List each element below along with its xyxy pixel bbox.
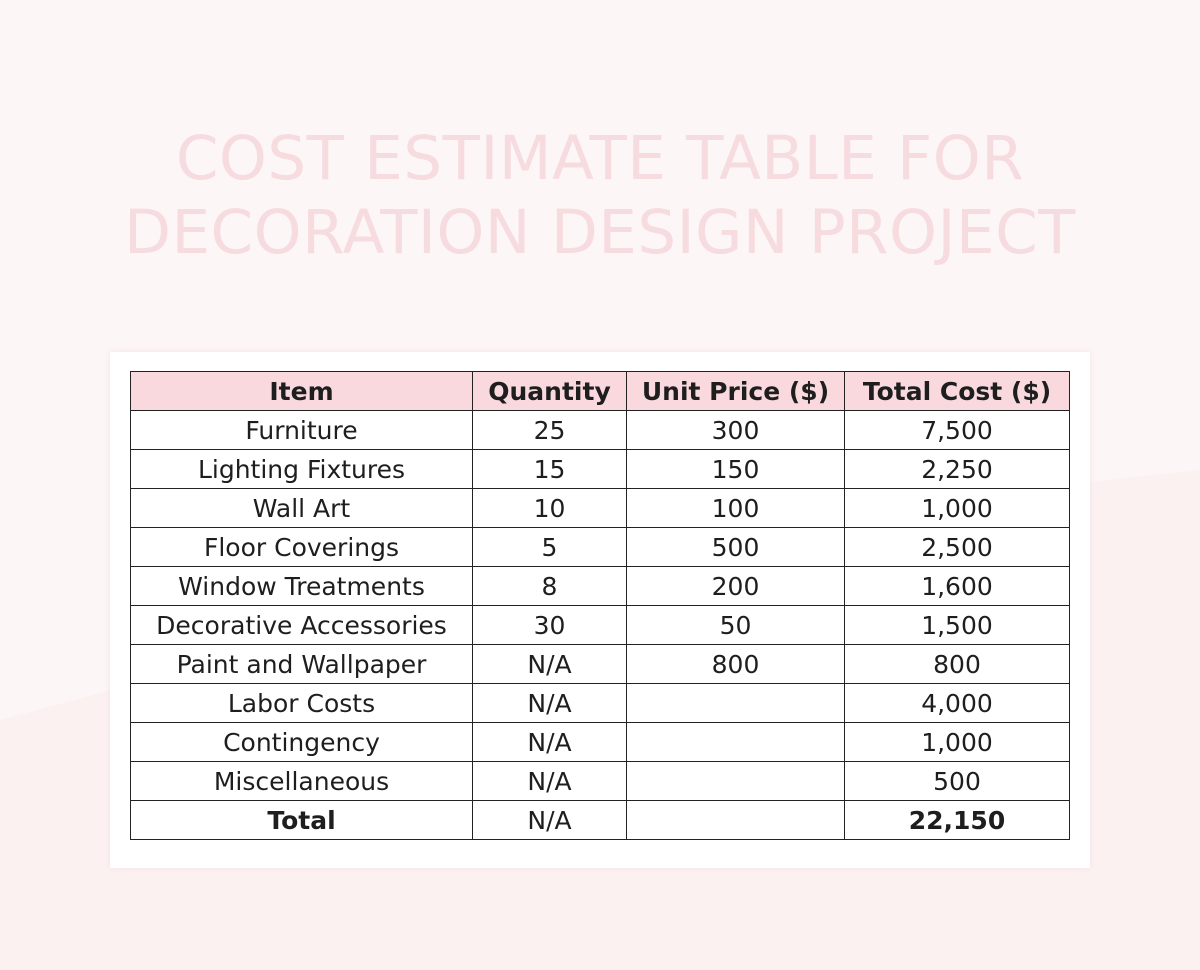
unit-price-cell: 150 xyxy=(626,449,845,489)
item-cell: Furniture xyxy=(130,410,473,450)
table-row: Lighting Fixtures 15 150 2,250 xyxy=(130,449,1070,489)
total-quantity: N/A xyxy=(472,800,627,840)
item-cell: Decorative Accessories xyxy=(130,605,473,645)
table-row: Decorative Accessories 30 50 1,500 xyxy=(130,605,1070,645)
total-cost-cell: 2,250 xyxy=(844,449,1070,489)
quantity-cell: 10 xyxy=(472,488,627,528)
total-cost-cell: 1,000 xyxy=(844,722,1070,762)
quantity-cell: 25 xyxy=(472,410,627,450)
unit-price-cell: 200 xyxy=(626,566,845,606)
unit-price-cell: 100 xyxy=(626,488,845,528)
table-row: Labor Costs N/A 4,000 xyxy=(130,683,1070,723)
quantity-cell: N/A xyxy=(472,761,627,801)
unit-price-cell: 50 xyxy=(626,605,845,645)
title-line-2: DECORATION DESIGN PROJECT xyxy=(124,197,1076,268)
quantity-cell: 8 xyxy=(472,566,627,606)
cost-estimate-table: Item Quantity Unit Price ($) Total Cost … xyxy=(130,371,1070,840)
title-line-1: COST ESTIMATE TABLE FOR xyxy=(175,123,1025,194)
header-total-cost: Total Cost ($) xyxy=(844,371,1070,411)
total-cost-cell: 1,000 xyxy=(844,488,1070,528)
unit-price-cell xyxy=(626,761,845,801)
quantity-cell: 15 xyxy=(472,449,627,489)
unit-price-cell: 500 xyxy=(626,527,845,567)
table-row: Paint and Wallpaper N/A 800 800 xyxy=(130,644,1070,684)
item-cell: Labor Costs xyxy=(130,683,473,723)
total-unit-price xyxy=(626,800,845,840)
header-row: Item Quantity Unit Price ($) Total Cost … xyxy=(130,371,1070,411)
quantity-cell: N/A xyxy=(472,722,627,762)
total-cost-cell: 4,000 xyxy=(844,683,1070,723)
grand-total-value: 22,150 xyxy=(844,800,1070,840)
total-cost-cell: 2,500 xyxy=(844,527,1070,567)
item-cell: Wall Art xyxy=(130,488,473,528)
item-cell: Paint and Wallpaper xyxy=(130,644,473,684)
table-row: Wall Art 10 100 1,000 xyxy=(130,488,1070,528)
quantity-cell: 30 xyxy=(472,605,627,645)
total-label: Total xyxy=(130,800,473,840)
quantity-cell: N/A xyxy=(472,644,627,684)
unit-price-cell: 300 xyxy=(626,410,845,450)
total-row: Total N/A 22,150 xyxy=(130,800,1070,840)
item-cell: Window Treatments xyxy=(130,566,473,606)
total-cost-cell: 1,500 xyxy=(844,605,1070,645)
header-quantity: Quantity xyxy=(472,371,627,411)
table-card: Item Quantity Unit Price ($) Total Cost … xyxy=(110,352,1090,868)
item-cell: Lighting Fixtures xyxy=(130,449,473,489)
total-cost-cell: 800 xyxy=(844,644,1070,684)
unit-price-cell xyxy=(626,722,845,762)
total-cost-cell: 500 xyxy=(844,761,1070,801)
header-unit-price: Unit Price ($) xyxy=(626,371,845,411)
page-title: COST ESTIMATE TABLE FOR DECORATION DESIG… xyxy=(0,122,1200,270)
table-row: Floor Coverings 5 500 2,500 xyxy=(130,527,1070,567)
item-cell: Floor Coverings xyxy=(130,527,473,567)
header-item: Item xyxy=(130,371,473,411)
quantity-cell: 5 xyxy=(472,527,627,567)
table-row: Contingency N/A 1,000 xyxy=(130,722,1070,762)
unit-price-cell xyxy=(626,683,845,723)
table-row: Furniture 25 300 7,500 xyxy=(130,410,1070,450)
total-cost-cell: 7,500 xyxy=(844,410,1070,450)
total-cost-cell: 1,600 xyxy=(844,566,1070,606)
table-row: Window Treatments 8 200 1,600 xyxy=(130,566,1070,606)
item-cell: Miscellaneous xyxy=(130,761,473,801)
item-cell: Contingency xyxy=(130,722,473,762)
quantity-cell: N/A xyxy=(472,683,627,723)
unit-price-cell: 800 xyxy=(626,644,845,684)
table-row: Miscellaneous N/A 500 xyxy=(130,761,1070,801)
